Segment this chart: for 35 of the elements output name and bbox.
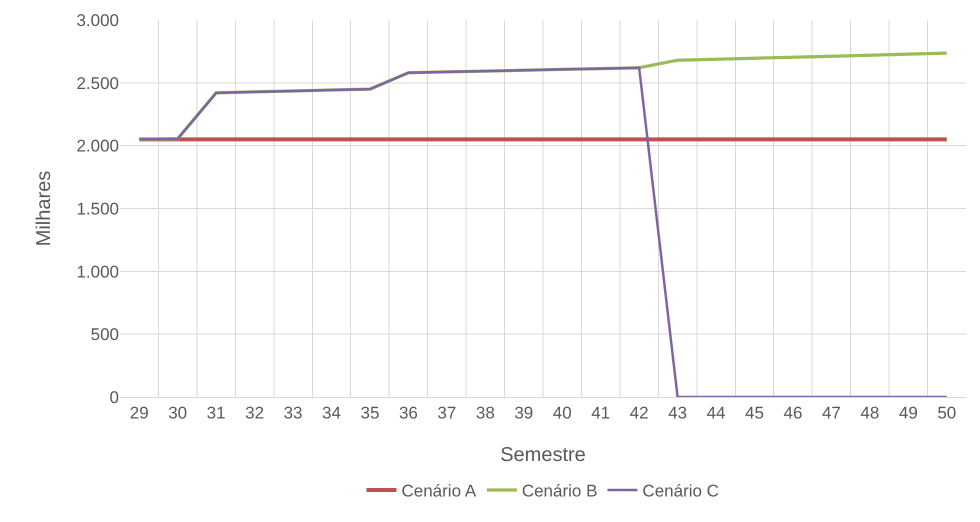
- x-tick-label: 39: [514, 403, 534, 422]
- x-tick-label: 37: [437, 403, 456, 422]
- y-tick-label: 2.000: [76, 136, 119, 156]
- legend-label: Cenário C: [642, 482, 719, 501]
- y-tick-label: 2.500: [76, 74, 119, 93]
- y-tick-label: 500: [90, 325, 119, 344]
- x-axis-title: Semestre: [500, 444, 586, 466]
- x-tick-label: 38: [476, 403, 495, 422]
- x-tick-label: 41: [591, 403, 610, 422]
- x-tick-label: 44: [706, 403, 726, 422]
- y-tick-label: 1.500: [76, 199, 119, 218]
- x-tick-label: 49: [898, 403, 918, 422]
- x-tick-label: 46: [783, 403, 802, 422]
- x-tick-label: 30: [168, 403, 188, 422]
- y-tick-label: 0: [110, 388, 119, 407]
- line-series: [138, 66, 948, 397]
- x-tick-label: 43: [668, 403, 688, 422]
- legend-label: Cenário B: [522, 482, 598, 501]
- x-tick-label: 45: [745, 403, 764, 422]
- x-tick-label: 36: [398, 403, 418, 422]
- x-tick-label: 48: [860, 403, 880, 422]
- x-tick-label: 47: [822, 403, 841, 422]
- x-tick-label: 40: [552, 403, 572, 422]
- y-tick-label: 3.000: [76, 10, 119, 30]
- x-tick-label: 33: [284, 403, 303, 422]
- x-tick-label: 29: [130, 403, 149, 422]
- x-tick-label: 31: [206, 403, 226, 422]
- x-tick-label: 50: [937, 403, 956, 422]
- x-tick-label: 34: [322, 403, 341, 422]
- legend-label: Cenário A: [402, 482, 477, 501]
- x-tick-label: 32: [245, 403, 264, 422]
- x-tick-label: 35: [360, 403, 380, 422]
- y-axis-title: Milhares: [32, 170, 55, 246]
- x-tick-label: 42: [630, 403, 649, 422]
- y-tick-label: 1.000: [76, 262, 119, 282]
